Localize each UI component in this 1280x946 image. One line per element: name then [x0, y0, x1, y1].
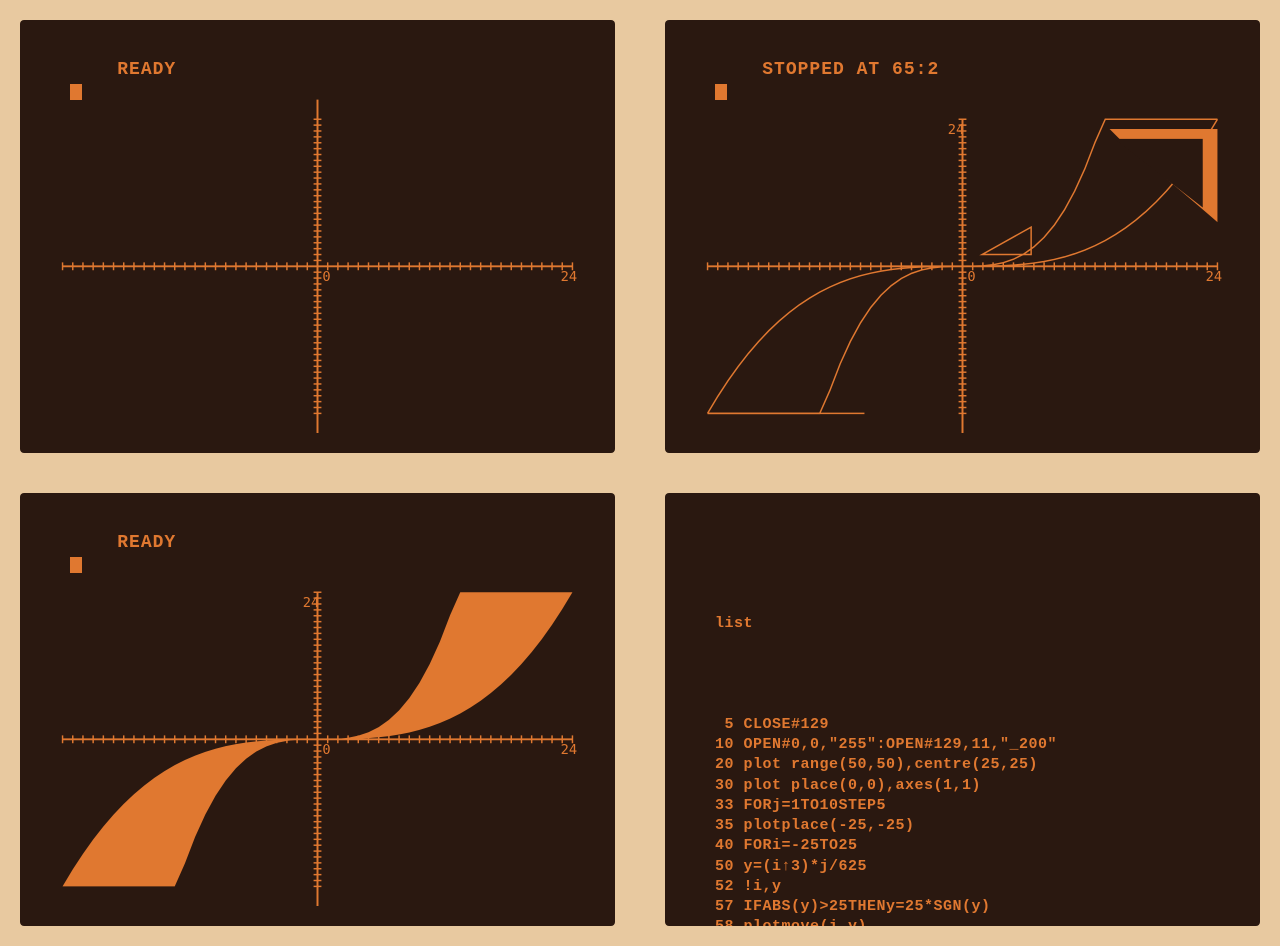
- origin-label: 0: [967, 269, 975, 285]
- y-axis-max-label: 24: [303, 595, 320, 611]
- plot-area: 24 24 0: [40, 553, 595, 906]
- small-triangle: [982, 227, 1031, 254]
- origin-label: 0: [322, 269, 330, 285]
- y-axis-max-label: 24: [948, 122, 965, 138]
- axes-plot: 24 0: [40, 80, 595, 433]
- plot-area: 24 24 0: [685, 80, 1240, 433]
- screen-code-listing: list 5 CLOSE#129 10 OPEN#0,0,"255":OPEN#…: [665, 493, 1260, 926]
- code-listing: list 5 CLOSE#129 10 OPEN#0,0,"255":OPEN#…: [715, 573, 1057, 926]
- upper-fill-region: [318, 592, 573, 739]
- list-command: list: [715, 614, 1057, 634]
- code-lines: 5 CLOSE#129 10 OPEN#0,0,"255":OPEN#129,1…: [715, 715, 1057, 926]
- screen-filled: READY 24 24 0: [20, 493, 615, 926]
- cubic-filled-plot: 24 24 0: [40, 553, 595, 906]
- x-axis-max-label: 24: [561, 269, 578, 285]
- lower-fill-region: [63, 739, 318, 886]
- screen-axes-only: READY 24 0: [20, 20, 615, 453]
- screen-partial-fill: STOPPED AT 65:2 24 24 0: [665, 20, 1260, 453]
- x-axis-max-label: 24: [1206, 269, 1223, 285]
- cubic-partial-plot: 24 24 0: [685, 80, 1240, 433]
- plot-area: 24 0: [40, 80, 595, 433]
- x-axis-max-label: 24: [561, 742, 578, 758]
- origin-label: 0: [322, 742, 330, 758]
